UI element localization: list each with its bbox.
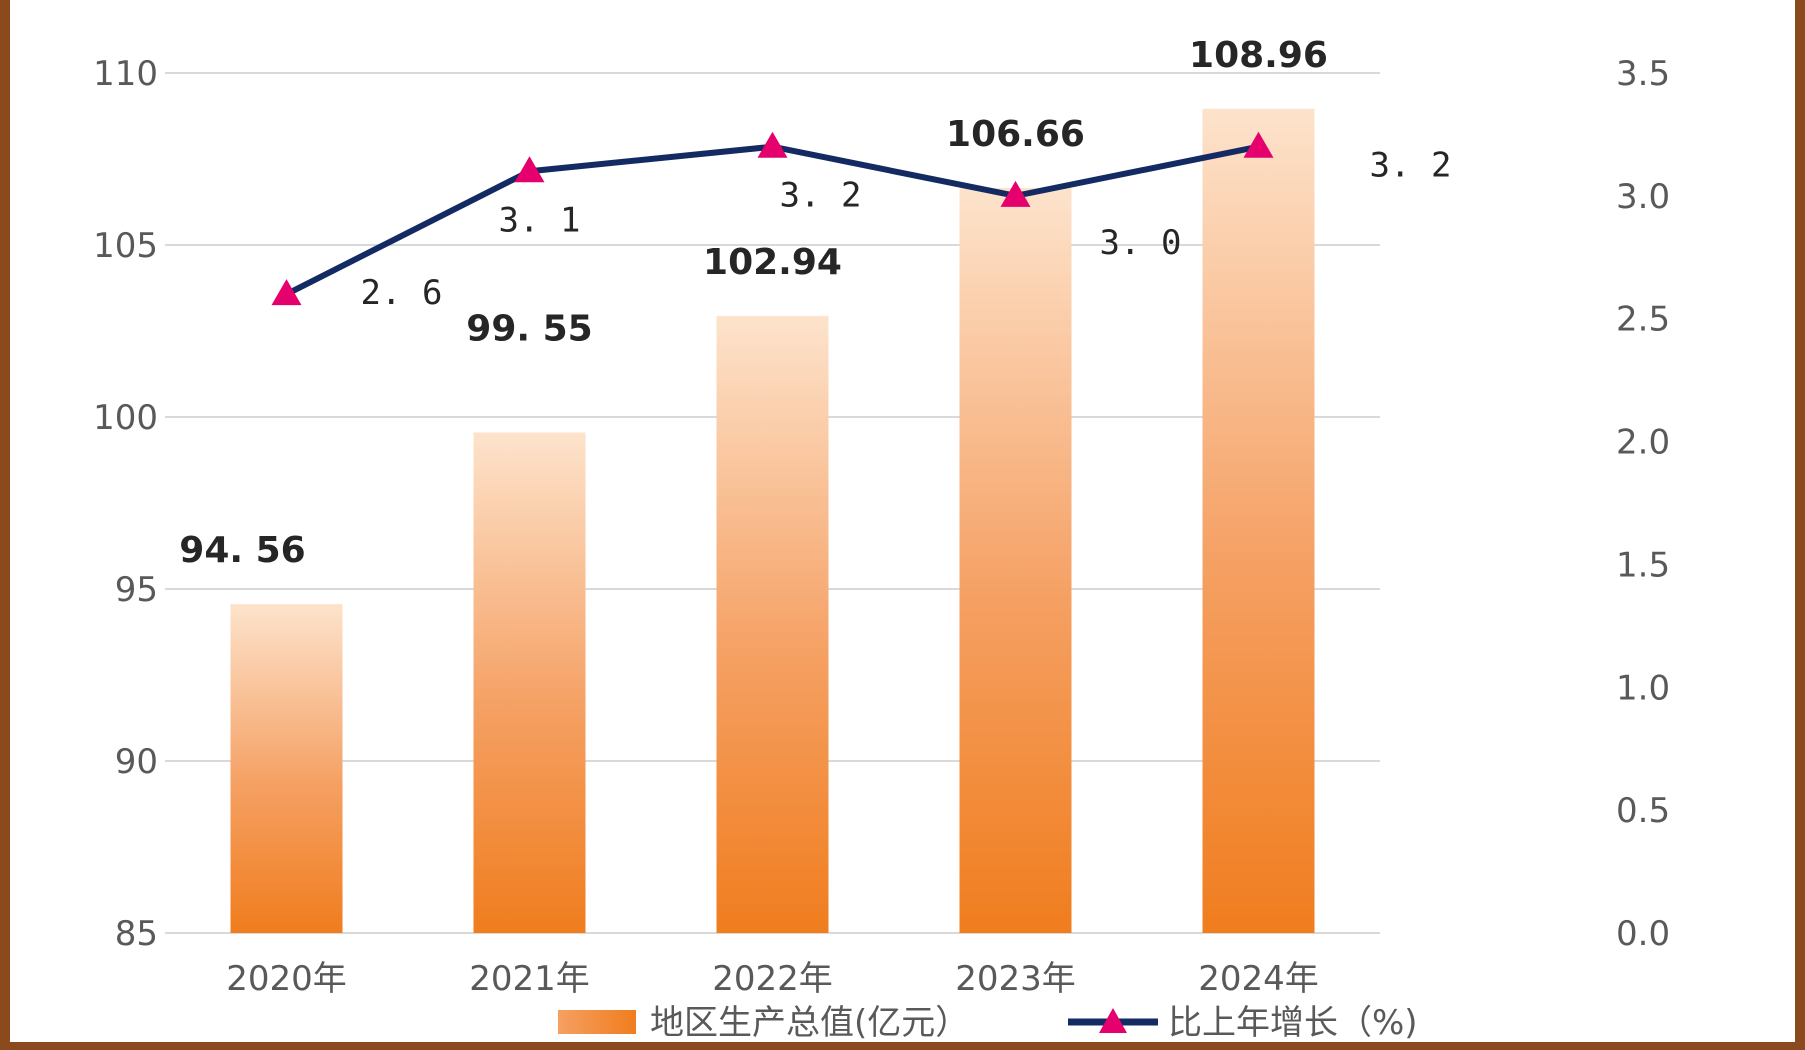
growth-value-label: 2. 6 bbox=[361, 273, 443, 313]
bar-series bbox=[230, 108, 1315, 933]
legend: 地区生产总值(亿元） 比上年增长（%) bbox=[558, 1003, 1418, 1043]
right-tick-label: 0.5 bbox=[1616, 791, 1670, 831]
right-tick-label: 2.5 bbox=[1616, 300, 1670, 340]
chart-canvas: 85 90 95 100 105 110 0.0 0.5 1.0 1.5 2.0 2.5 3.0 3.5… bbox=[93, 35, 1670, 1043]
growth-value-label: 3. 2 bbox=[1370, 146, 1452, 186]
triangle-marker bbox=[1243, 131, 1274, 158]
triangle-marker bbox=[514, 156, 545, 183]
right-tick-label: 3.5 bbox=[1616, 54, 1670, 94]
bar-value-label: 94. 56 bbox=[179, 530, 305, 571]
line-series bbox=[271, 131, 1274, 306]
x-category-label: 2022年 bbox=[712, 959, 833, 999]
left-tick-label: 95 bbox=[115, 570, 158, 610]
left-tick-label: 100 bbox=[93, 398, 158, 438]
bar-value-label: 108.96 bbox=[1189, 35, 1328, 76]
growth-value-label: 3. 2 bbox=[780, 176, 862, 216]
legend-triangle-icon bbox=[1099, 1008, 1127, 1033]
right-tick-label: 1.0 bbox=[1616, 668, 1670, 708]
left-axis: 85 90 95 100 105 110 bbox=[93, 54, 158, 954]
x-category-label: 2024年 bbox=[1198, 959, 1319, 999]
bar-value-label: 99. 55 bbox=[466, 308, 592, 349]
right-axis: 0.0 0.5 1.0 1.5 2.0 2.5 3.0 3.5 bbox=[1616, 54, 1670, 954]
x-category-label: 2021年 bbox=[469, 959, 590, 999]
bar-value-label: 102.94 bbox=[703, 242, 842, 283]
triangle-marker bbox=[757, 131, 788, 158]
line-labels: 2. 6 3. 1 3. 2 3. 0 3. 2 bbox=[361, 146, 1452, 313]
bar-value-label: 106.66 bbox=[946, 114, 1085, 155]
right-tick-label: 2.0 bbox=[1616, 423, 1670, 463]
triangle-marker bbox=[1000, 180, 1031, 207]
triangle-marker bbox=[271, 279, 302, 306]
legend-line-label: 比上年增长（%) bbox=[1168, 1003, 1418, 1043]
x-category-label: 2023年 bbox=[955, 959, 1076, 999]
right-tick-label: 3.0 bbox=[1616, 177, 1670, 217]
legend-bar-swatch bbox=[558, 1010, 636, 1034]
bar bbox=[1202, 108, 1315, 933]
right-tick-label: 1.5 bbox=[1616, 545, 1670, 585]
bar bbox=[230, 604, 343, 933]
right-tick-label: 0.0 bbox=[1616, 914, 1670, 954]
bar bbox=[959, 187, 1072, 933]
growth-value-label: 3. 1 bbox=[499, 200, 581, 240]
legend-bar-label: 地区生产总值(亿元） bbox=[650, 1003, 969, 1043]
bar-labels: 94. 56 99. 55 102.94 106.66 108.96 bbox=[179, 35, 1328, 571]
left-tick-label: 110 bbox=[93, 54, 158, 94]
bar bbox=[473, 432, 586, 933]
x-axis-labels: 2020年 2021年 2022年 2023年 2024年 bbox=[226, 959, 1319, 999]
left-tick-label: 90 bbox=[115, 742, 158, 782]
x-category-label: 2020年 bbox=[226, 959, 347, 999]
growth-value-label: 3. 0 bbox=[1100, 223, 1182, 263]
left-tick-label: 85 bbox=[115, 914, 158, 954]
bar bbox=[716, 315, 829, 933]
left-tick-label: 105 bbox=[93, 226, 158, 266]
